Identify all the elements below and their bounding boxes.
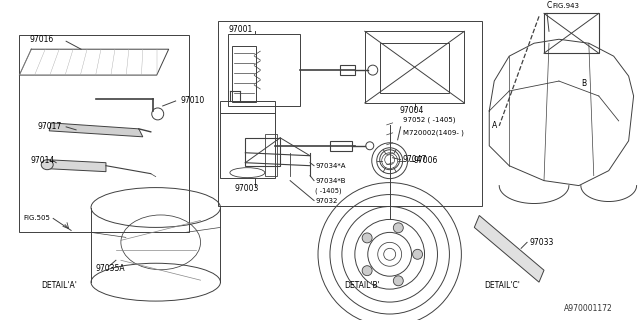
Bar: [19, 35, 189, 232]
Bar: [380, 43, 449, 93]
Text: A970001172: A970001172: [564, 304, 612, 313]
Ellipse shape: [41, 160, 53, 170]
Text: 97016: 97016: [29, 35, 54, 44]
Text: 97004: 97004: [399, 107, 424, 116]
Bar: [220, 113, 275, 178]
Bar: [218, 21, 483, 205]
Text: C: C: [547, 1, 552, 10]
Polygon shape: [474, 215, 544, 282]
Text: 97003: 97003: [234, 184, 259, 193]
Text: FIG.505: FIG.505: [23, 215, 50, 221]
Bar: [365, 31, 465, 103]
Text: 97034*B: 97034*B: [315, 178, 346, 184]
Polygon shape: [49, 123, 143, 137]
Text: 97006: 97006: [413, 156, 438, 165]
Text: B: B: [581, 78, 586, 88]
Text: 97001: 97001: [228, 25, 253, 34]
Text: A: A: [492, 121, 497, 130]
Text: DETAIL'C': DETAIL'C': [484, 281, 520, 290]
Text: 97052 ( -1405): 97052 ( -1405): [403, 117, 455, 123]
Text: 97010: 97010: [180, 96, 205, 106]
Text: 97035A: 97035A: [96, 264, 125, 273]
Text: 97014: 97014: [30, 156, 54, 165]
Text: 97017: 97017: [37, 122, 61, 132]
Circle shape: [362, 266, 372, 276]
Text: DETAIL'B': DETAIL'B': [344, 281, 380, 290]
Text: 97033: 97033: [529, 238, 554, 247]
Bar: [220, 101, 275, 113]
Text: 97032: 97032: [315, 197, 337, 204]
Circle shape: [394, 276, 403, 286]
Bar: [340, 65, 355, 75]
Bar: [544, 13, 599, 53]
Circle shape: [394, 223, 403, 233]
Text: DETAIL'A': DETAIL'A': [41, 281, 77, 290]
Bar: [232, 46, 256, 102]
Circle shape: [362, 233, 372, 243]
Text: M720002(1409- ): M720002(1409- ): [403, 130, 463, 136]
Bar: [265, 134, 277, 176]
Polygon shape: [47, 160, 106, 172]
Circle shape: [413, 249, 422, 259]
Text: ( -1405): ( -1405): [315, 187, 342, 194]
Text: 97047: 97047: [403, 155, 427, 164]
Text: 97034*A: 97034*A: [315, 163, 346, 169]
Text: FIG.943: FIG.943: [552, 4, 579, 9]
Bar: [330, 141, 352, 151]
Bar: [228, 34, 300, 106]
Bar: [245, 138, 280, 166]
